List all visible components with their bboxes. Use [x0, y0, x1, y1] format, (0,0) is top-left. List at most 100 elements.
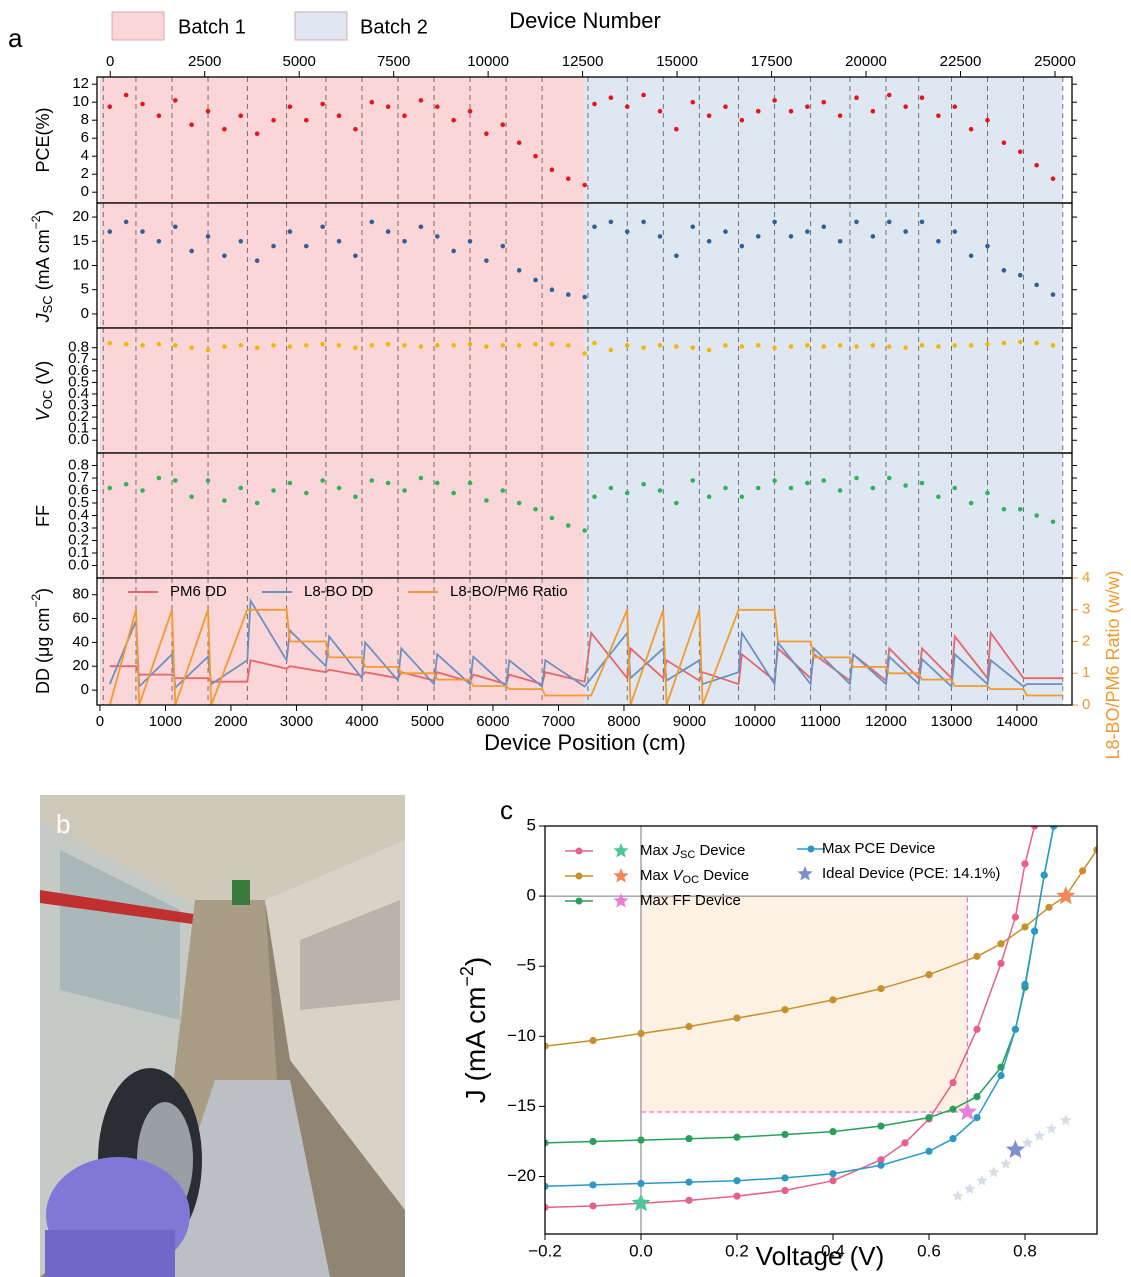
label-part: DD (μg cm: [33, 608, 53, 694]
jv-curve-marker: [925, 971, 933, 979]
jv-curve-marker: [925, 1147, 933, 1155]
data-point: [755, 343, 761, 348]
x-tick-label: 0.8: [1013, 1241, 1037, 1260]
x-tick-label: 12000: [865, 713, 907, 730]
y-tick-label: 0.0: [68, 556, 89, 573]
legend-swatch: [575, 897, 583, 905]
data-point: [968, 343, 974, 348]
data-point: [484, 498, 489, 503]
data-point: [788, 234, 794, 239]
y-tick-label: 0: [81, 305, 89, 322]
batch-region: [99, 453, 585, 578]
x-tick-label: 3000: [280, 713, 313, 730]
jv-curve-marker: [1031, 927, 1039, 935]
label-part: J: [33, 312, 53, 323]
y-tick-label: 0.0: [68, 431, 89, 448]
batch-region: [99, 328, 585, 453]
batch-region: [584, 328, 1063, 453]
data-point: [919, 343, 925, 348]
data-point: [549, 167, 555, 172]
data-point: [592, 224, 597, 230]
data-point: [172, 224, 178, 230]
x-tick-label: 6000: [476, 713, 509, 730]
data-point: [936, 113, 941, 118]
y-tick-label: 0.2: [68, 408, 89, 425]
data-point: [706, 494, 712, 500]
y-tick-label: 0: [81, 183, 89, 200]
data-point: [189, 494, 194, 500]
axes-frame: [96, 577, 1073, 706]
data-point: [320, 224, 325, 230]
data-point: [903, 483, 908, 488]
data-point: [238, 238, 244, 244]
data-point: [903, 104, 908, 109]
label-part: (V): [33, 361, 53, 390]
data-point: [484, 258, 489, 263]
jv-curve-marker: [901, 1139, 909, 1147]
top-axis-label: Device Number: [509, 8, 661, 33]
jv-curve-marker: [973, 1092, 981, 1101]
data-point: [706, 238, 712, 244]
data-point: [533, 341, 538, 347]
x-tick-label: 11000: [800, 713, 841, 730]
data-point: [205, 108, 211, 114]
data-point: [336, 343, 342, 348]
data-line: [108, 608, 1063, 706]
data-point: [854, 344, 859, 349]
jv-curve-marker: [1021, 860, 1029, 868]
data-point: [254, 345, 260, 350]
batch-region: [99, 203, 585, 328]
power-guide: [641, 896, 969, 1113]
data-point: [189, 122, 194, 127]
jv-curve-marker: [1011, 913, 1020, 921]
y-tick-label: 5: [81, 281, 89, 298]
y-tick-label: 0.1: [68, 544, 89, 561]
y-tick-label: 0.4: [68, 506, 89, 523]
data-point: [484, 131, 489, 136]
data-point: [592, 494, 597, 500]
ideal-trail-star: [964, 1183, 976, 1194]
y-axis-label: PCE(%): [33, 107, 53, 172]
panel-label: b: [56, 809, 70, 839]
data-point: [641, 92, 646, 98]
jv-curve-marker: [829, 1177, 837, 1185]
data-point: [320, 101, 325, 107]
photo: [40, 795, 405, 1277]
data-point: [624, 229, 630, 234]
label-part: −2: [457, 966, 477, 987]
data-line: [109, 630, 1063, 686]
data-point: [402, 488, 407, 493]
data-point: [952, 485, 958, 491]
data-point: [385, 229, 391, 234]
y-tick-label: 0.4: [68, 385, 89, 402]
data-point: [657, 108, 663, 114]
data-point: [985, 243, 990, 249]
jv-curve-marker: [973, 1025, 981, 1033]
y-tick-label: 20: [72, 208, 89, 225]
y-tick-label: 0.8: [68, 339, 89, 356]
label-part: Max: [640, 867, 673, 884]
data-point: [582, 294, 587, 300]
data-point: [952, 104, 958, 109]
legend-swatch: [797, 866, 813, 881]
y-tick-label: 8: [81, 111, 89, 128]
x-tick-label: 0.0: [629, 1241, 653, 1260]
label-part: OC: [683, 874, 700, 886]
y-tick-label: 12: [72, 75, 89, 92]
data-point: [303, 243, 309, 249]
data-point: [271, 343, 276, 348]
data-point: [1034, 162, 1039, 168]
data-point: [123, 341, 129, 347]
data-point: [107, 229, 113, 234]
data-point: [755, 108, 761, 114]
data-point: [402, 113, 407, 118]
data-point: [755, 485, 761, 491]
data-point: [484, 344, 489, 349]
ideal-star: [1005, 1139, 1025, 1158]
data-point: [287, 480, 293, 486]
y2-tick-label: 3: [1082, 601, 1090, 618]
y-tick-label: 5: [527, 815, 536, 834]
data-point: [254, 131, 260, 136]
y-tick-label: 80: [72, 586, 89, 603]
y-tick-label: 10: [72, 93, 89, 110]
